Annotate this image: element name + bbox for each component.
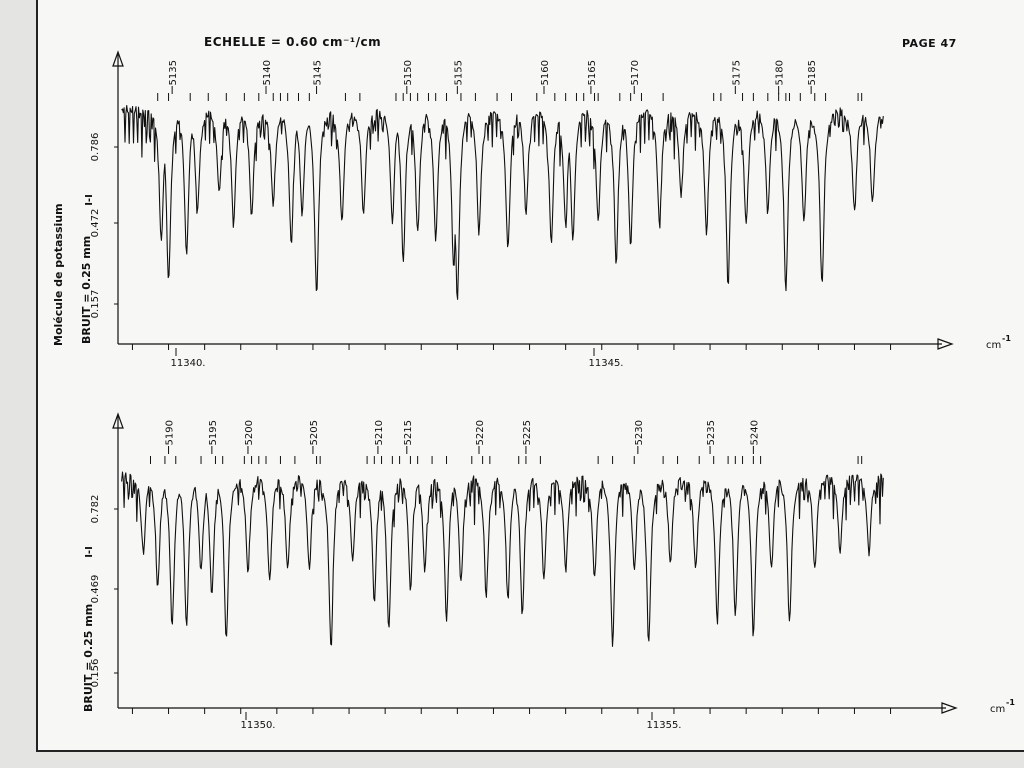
line-number-label: 5205 [309,420,320,445]
line-number-label: 5165 [587,60,598,85]
x-tick-label: 11345. [589,358,624,369]
line-number-label: 5155 [453,60,464,85]
line-number-label: 5195 [208,420,219,445]
x-axis-title: cm [986,340,1001,351]
chart-page [36,0,1024,752]
y-tick-label: 0.782 [90,495,101,524]
line-number-label: 5230 [634,420,645,445]
line-number-label: 5180 [775,60,786,85]
page-number: PAGE 47 [902,37,957,50]
x-axis-arrow [937,338,954,350]
line-number-label: 5215 [403,420,414,445]
y-tick-label: 0.472 [90,209,101,238]
y-axis-arrow [112,50,124,67]
line-number-label: 5240 [749,420,760,445]
y-tick-label: 0.786 [90,133,101,162]
line-number-label: 5225 [522,420,533,445]
spectrum-trace [121,104,884,300]
y-tick-label: 0.469 [90,575,101,604]
x-axis-title-exponent: -1 [1002,334,1011,343]
x-tick-label: 11340. [171,358,206,369]
scale-label: ECHELLE = 0.60 cm⁻¹/cm [204,35,382,49]
line-number-label: 5235 [706,420,717,445]
line-number-label: 5160 [540,60,551,85]
line-number-label: 5175 [731,60,742,85]
line-number-label: 5200 [244,420,255,445]
y-tick-label: 0.156 [90,659,101,688]
line-number-label: 5190 [165,420,176,445]
y-tick-label: 0.157 [90,290,101,319]
y-axis-title: I-I [84,194,95,206]
line-number-label: 5145 [313,60,324,85]
x-tick-label: 11350. [241,720,276,731]
x-axis-arrow [941,702,958,714]
y-axis-arrow [112,412,124,429]
spectrum-trace [121,471,884,647]
line-number-label: 5135 [168,60,179,85]
line-number-label: 5140 [262,60,273,85]
y-axis-title: I-I [84,546,95,558]
x-tick-label: 11355. [647,720,682,731]
x-axis-title-exponent: -1 [1006,698,1015,707]
line-number-label: 5220 [475,420,486,445]
line-number-label: 5170 [630,60,641,85]
line-number-label: 5150 [403,60,414,85]
x-axis-title: cm [990,704,1005,715]
line-number-label: 5185 [807,60,818,85]
line-number-label: 5210 [374,420,385,445]
